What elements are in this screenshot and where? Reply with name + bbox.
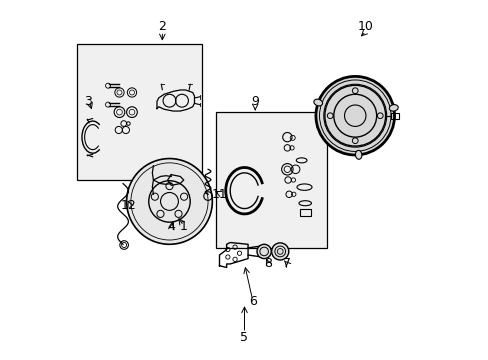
- Bar: [77, 44, 201, 180]
- Bar: [390, 113, 398, 119]
- Text: 7: 7: [283, 257, 291, 270]
- Text: 10: 10: [357, 20, 373, 33]
- Text: 9: 9: [251, 95, 259, 108]
- Text: 5: 5: [240, 331, 248, 344]
- Bar: [216, 112, 326, 248]
- Ellipse shape: [313, 99, 322, 106]
- Text: 1: 1: [180, 220, 187, 233]
- Ellipse shape: [388, 105, 397, 111]
- Text: 12: 12: [120, 198, 136, 212]
- Text: 8: 8: [263, 257, 271, 270]
- Text: 3: 3: [84, 95, 92, 108]
- Circle shape: [126, 158, 212, 244]
- Ellipse shape: [355, 150, 361, 159]
- Text: 11: 11: [211, 188, 227, 201]
- Text: 2: 2: [158, 20, 166, 33]
- Circle shape: [257, 244, 271, 258]
- Text: 6: 6: [249, 295, 257, 308]
- Text: 4: 4: [167, 220, 175, 233]
- Bar: [299, 208, 310, 216]
- Circle shape: [271, 243, 288, 260]
- Circle shape: [315, 76, 394, 155]
